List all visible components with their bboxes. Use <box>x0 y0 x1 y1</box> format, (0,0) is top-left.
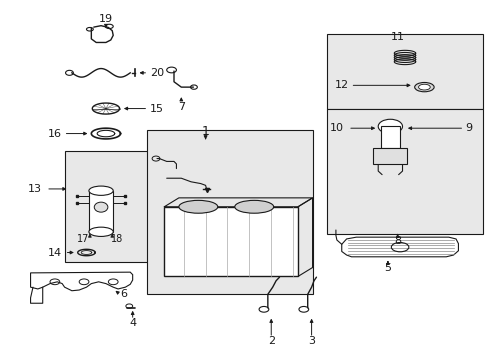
Text: 10: 10 <box>329 123 343 133</box>
Text: 16: 16 <box>47 129 61 139</box>
Text: 20: 20 <box>149 68 163 78</box>
Bar <box>89 191 113 232</box>
Bar <box>147 130 312 294</box>
Bar <box>164 207 297 276</box>
Text: 18: 18 <box>111 234 123 244</box>
Text: 19: 19 <box>99 14 113 24</box>
Ellipse shape <box>89 186 113 195</box>
Ellipse shape <box>94 202 108 212</box>
Bar <box>380 126 399 148</box>
Text: 12: 12 <box>334 80 348 90</box>
Text: 9: 9 <box>465 123 472 133</box>
Text: 3: 3 <box>307 336 314 346</box>
Text: 15: 15 <box>149 104 163 113</box>
Ellipse shape <box>234 201 273 213</box>
Text: 7: 7 <box>177 102 184 112</box>
Ellipse shape <box>377 119 402 134</box>
Polygon shape <box>30 272 132 291</box>
Ellipse shape <box>414 82 433 92</box>
Text: 4: 4 <box>129 318 136 328</box>
Text: 11: 11 <box>390 32 404 42</box>
Ellipse shape <box>179 201 217 213</box>
Text: 13: 13 <box>28 184 42 194</box>
Text: 17: 17 <box>77 234 89 244</box>
Polygon shape <box>341 237 458 257</box>
Text: 8: 8 <box>393 236 400 246</box>
Ellipse shape <box>418 84 429 90</box>
Text: 14: 14 <box>47 248 61 257</box>
Ellipse shape <box>89 227 113 237</box>
Bar <box>64 152 176 262</box>
Text: 1: 1 <box>201 125 209 138</box>
Bar <box>326 33 482 109</box>
Text: 5: 5 <box>384 262 390 273</box>
Bar <box>326 109 482 234</box>
Bar <box>372 148 407 164</box>
Text: 2: 2 <box>267 336 274 346</box>
Text: 6: 6 <box>120 289 127 299</box>
